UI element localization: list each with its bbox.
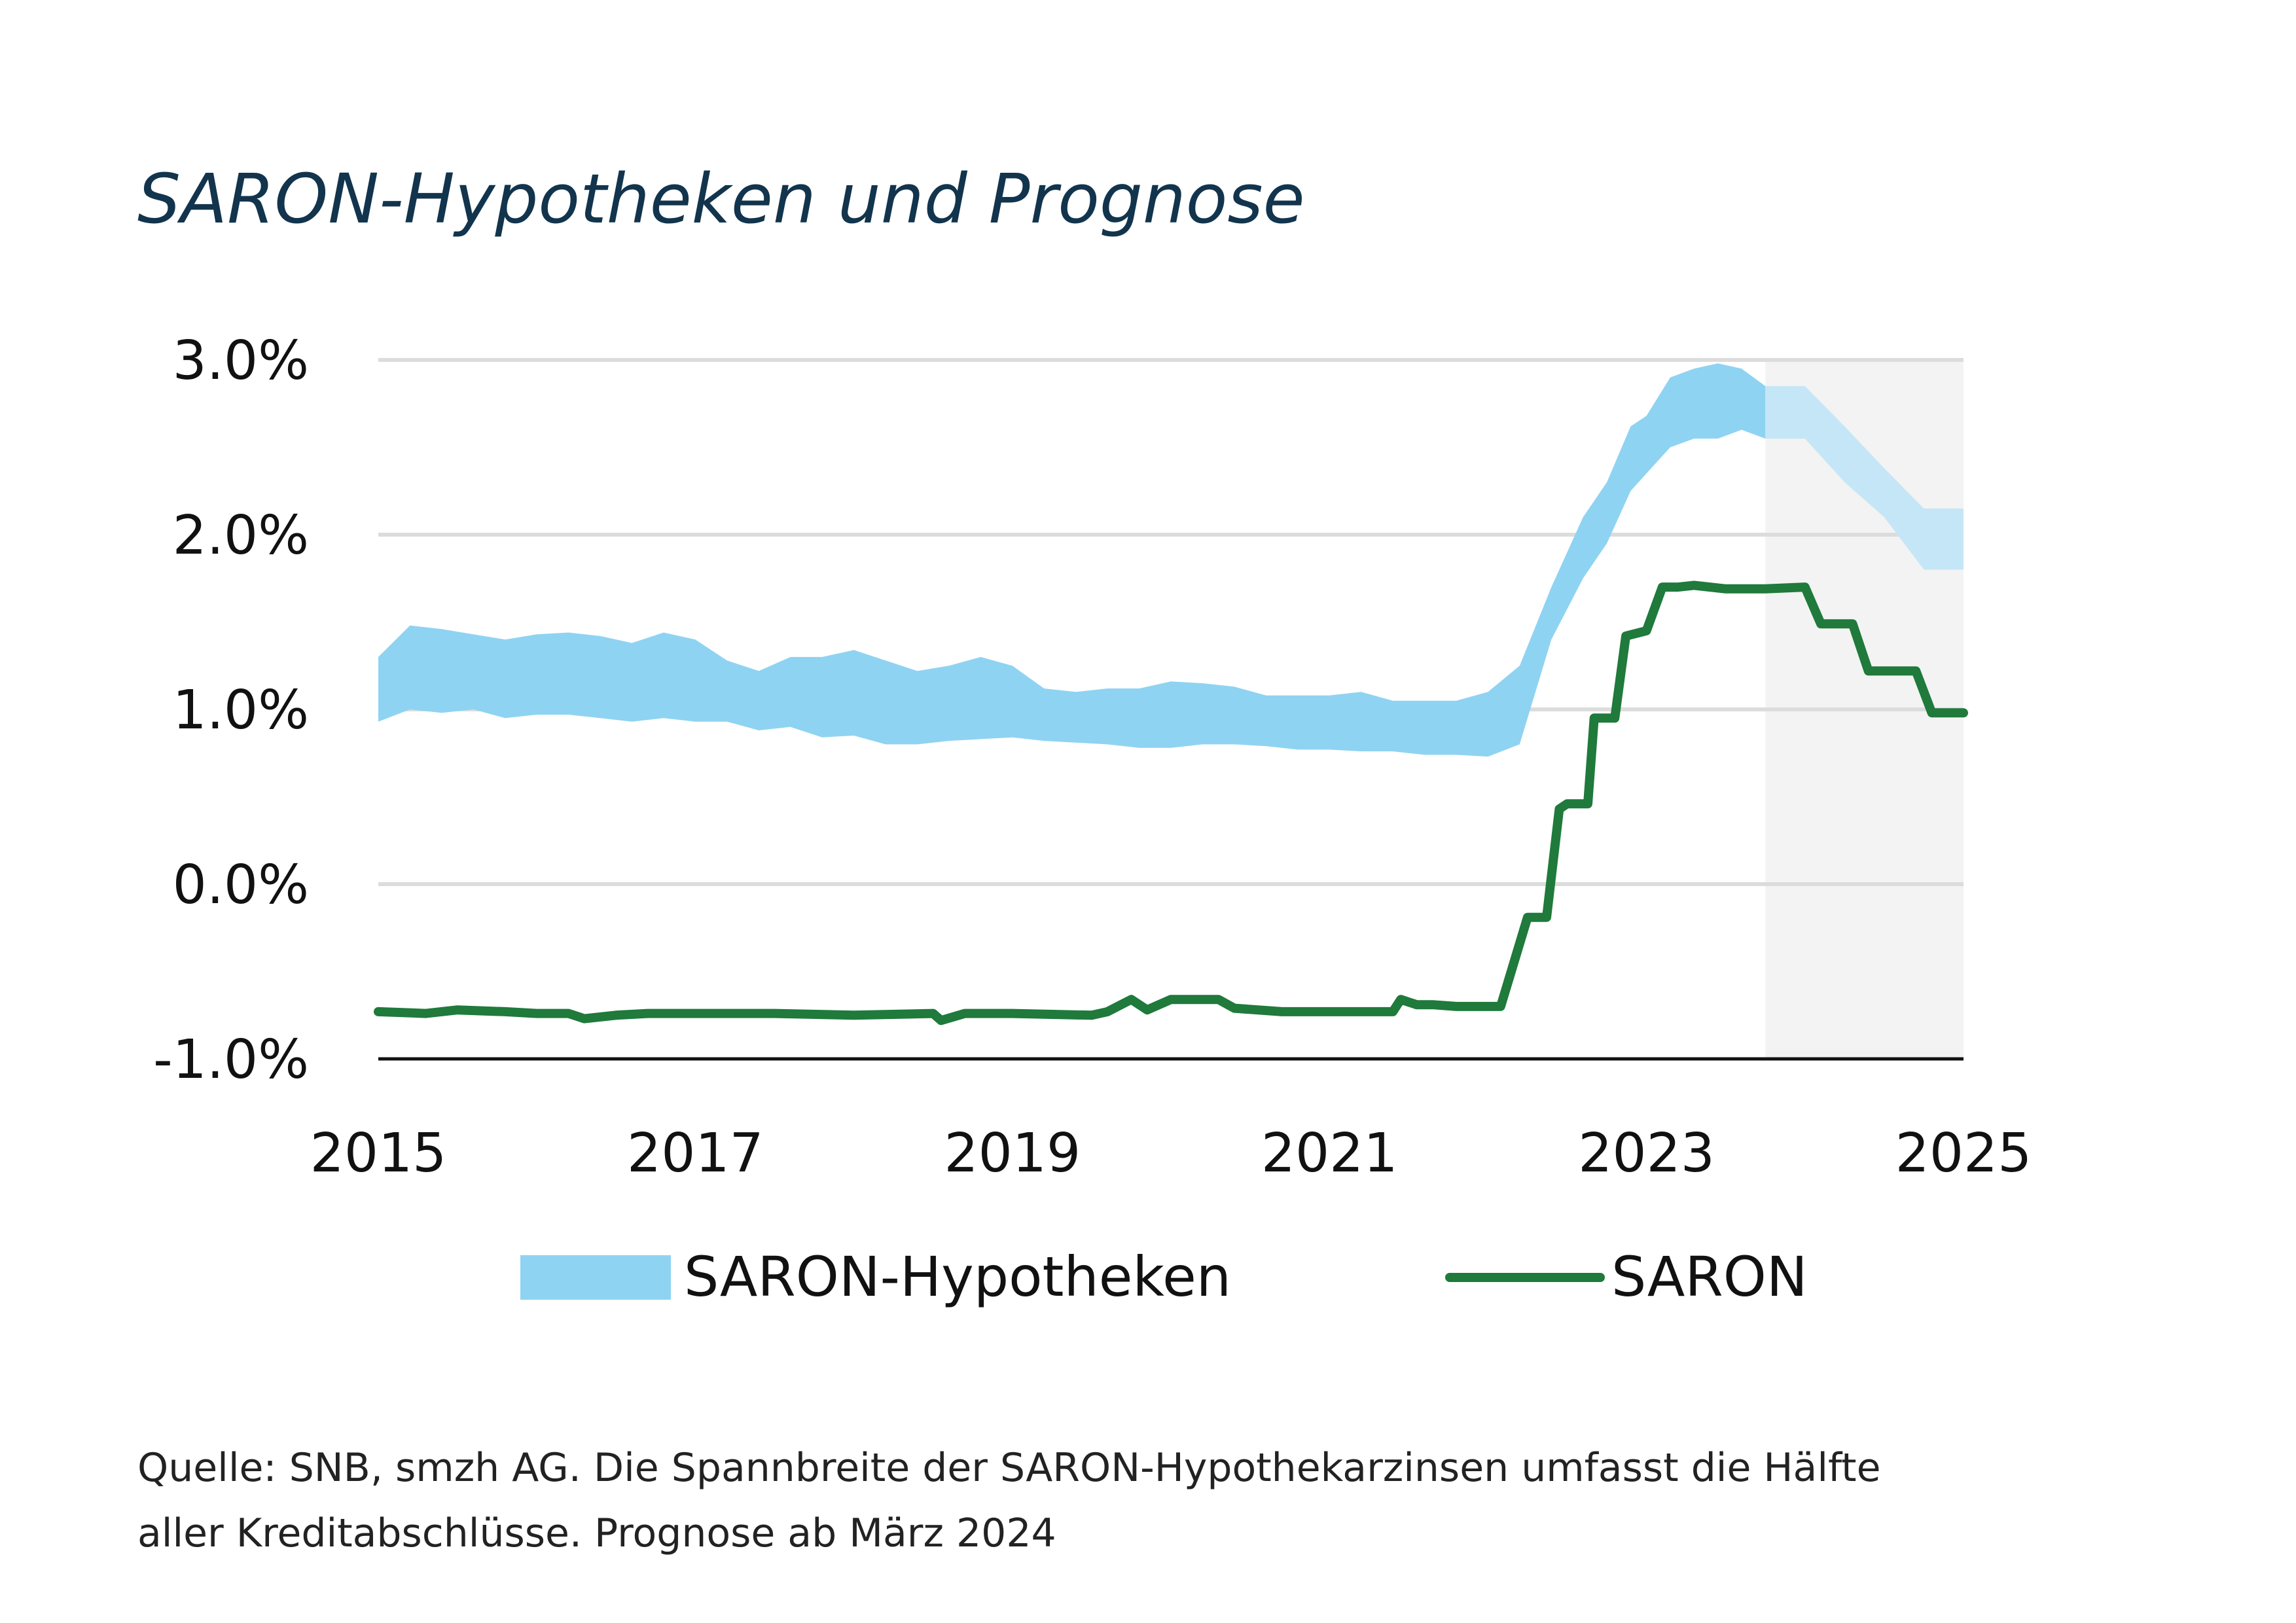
y-tick-label: 2.0% <box>173 505 309 567</box>
source-note-line-1: Quelle: SNB, smzh AG. Die Spannbreite de… <box>137 1445 1881 1491</box>
x-tick-label: 2017 <box>627 1122 764 1185</box>
plot-area <box>374 358 1968 1061</box>
chart-title: SARON-Hypotheken und Prognose <box>137 159 1305 239</box>
y-tick-label: -1.0% <box>153 1029 309 1091</box>
x-tick-label: 2015 <box>310 1122 447 1185</box>
legend-swatch-saron-hypotheken <box>520 1255 671 1300</box>
x-tick-label: 2023 <box>1578 1122 1715 1185</box>
legend: SARON-Hypotheken SARON <box>520 1245 1808 1309</box>
legend-label-saron-hypotheken: SARON-Hypotheken <box>684 1245 1231 1309</box>
y-tick-label: 0.0% <box>173 854 309 916</box>
x-axis-ticks: 2015 2017 2019 2021 2023 2025 <box>310 1122 2032 1185</box>
y-tick-label: 1.0% <box>173 679 309 741</box>
legend-label-saron: SARON <box>1611 1245 1808 1309</box>
mortgage-band-layer <box>378 363 1964 757</box>
x-tick-label: 2019 <box>944 1122 1081 1185</box>
y-axis-ticks: -1.0% 0.0% 1.0% 2.0% 3.0% <box>153 330 309 1091</box>
x-tick-label: 2021 <box>1261 1122 1398 1185</box>
y-tick-label: 3.0% <box>173 330 309 392</box>
source-note-line-2: aller Kreditabschlüsse. Prognose ab März… <box>137 1510 1056 1556</box>
band-historic <box>378 363 1766 757</box>
x-tick-label: 2025 <box>1895 1122 2032 1185</box>
saron-line-layer <box>374 580 1968 1026</box>
saron-line <box>374 580 1968 1026</box>
band-forecast <box>1765 386 1964 570</box>
grid-lines <box>378 358 1964 886</box>
